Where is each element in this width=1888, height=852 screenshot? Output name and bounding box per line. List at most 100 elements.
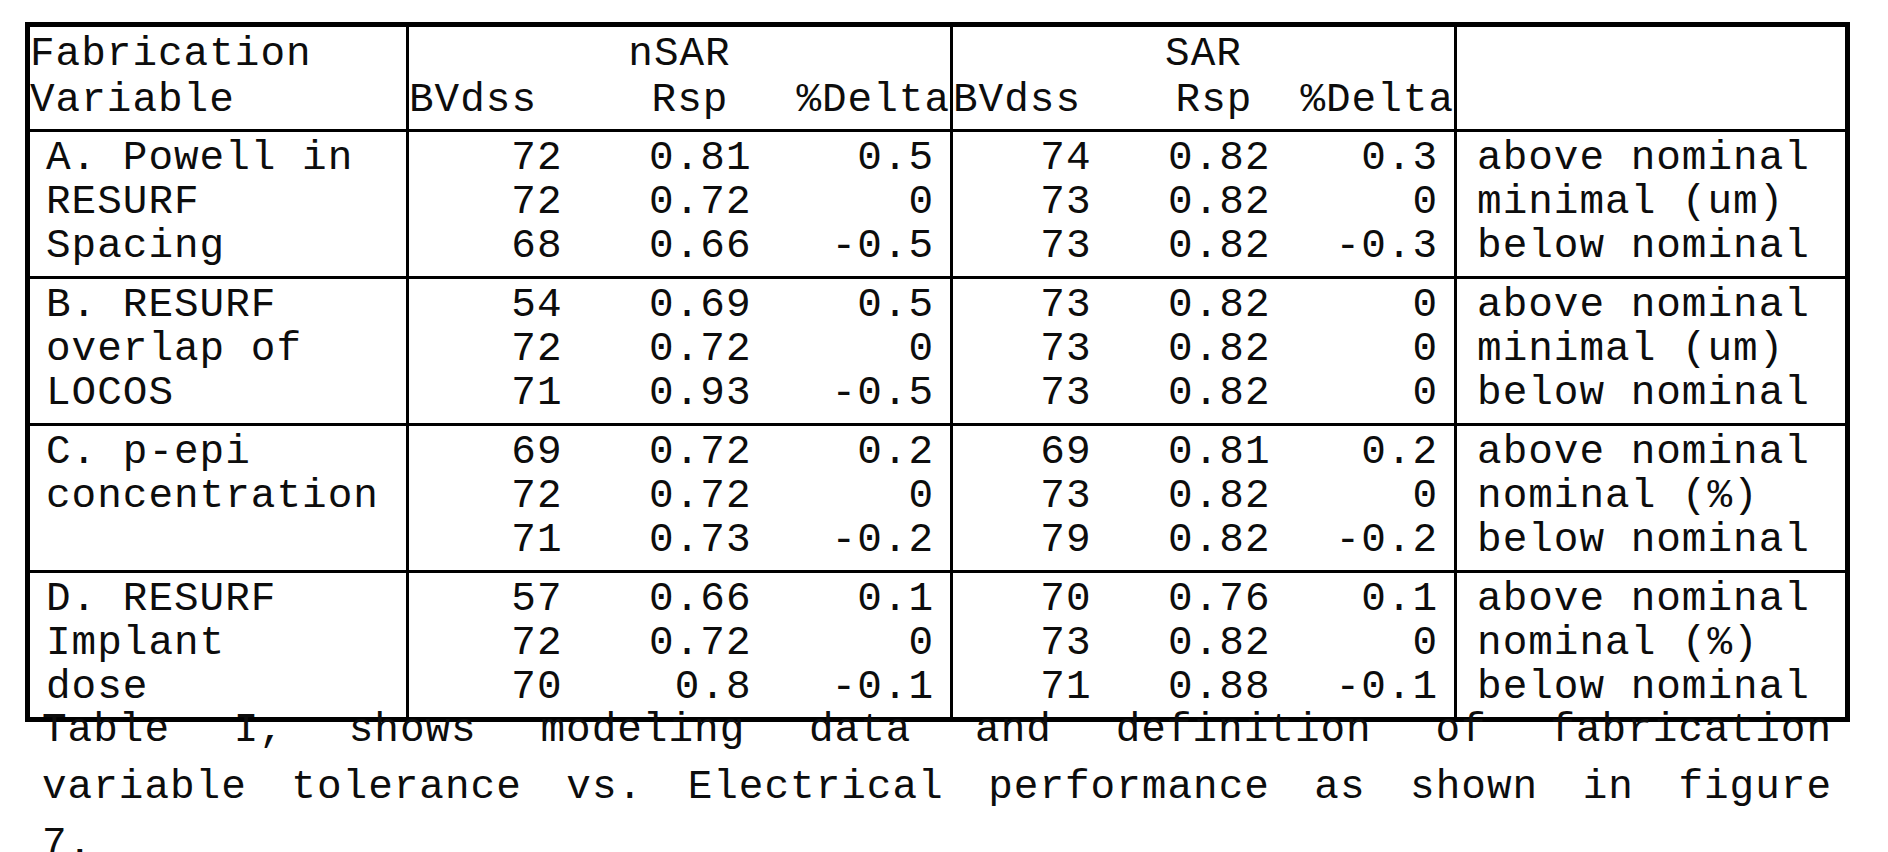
- nsar-delta-cell: 0.5 0 -0.5: [778, 278, 952, 425]
- sar-bvdss-cell: 73 73 73: [952, 278, 1132, 425]
- sar-delta-cell: 0 0 0: [1297, 278, 1456, 425]
- sar-bvdss-value: 79: [953, 518, 1132, 562]
- nsar-rsp-value: 0.72: [603, 474, 778, 518]
- sar-rsp-cell: 0.81 0.82 0.82: [1132, 425, 1297, 572]
- fabrication-variable-cell: A. Powell in RESURF Spacing: [28, 131, 408, 278]
- sar-rsp-value: 0.82: [1132, 136, 1297, 180]
- tolerance-description: above nominal: [1457, 283, 1845, 327]
- variable-line: B. RESURF: [30, 283, 406, 327]
- sar-bvdss-value: 73: [953, 180, 1132, 224]
- tolerance-description: above nominal: [1457, 577, 1845, 621]
- caption-line-2: variable tolerance vs. Electrical perfor…: [42, 759, 1832, 816]
- nsar-bvdss-value: 72: [409, 327, 603, 371]
- sar-delta-value: 0: [1297, 180, 1455, 224]
- sar-delta-value: 0.1: [1297, 577, 1455, 621]
- tolerance-description: below nominal: [1457, 518, 1845, 562]
- sar-delta-value: 0: [1297, 283, 1455, 327]
- sar-delta-value: 0: [1297, 621, 1455, 665]
- header-row-groups: Fabrication nSAR SAR: [28, 25, 1848, 77]
- header-empty-cell: [1456, 76, 1848, 131]
- sar-delta-cell: 0.1 0 -0.1: [1297, 572, 1456, 720]
- tolerance-description: minimal (um): [1457, 327, 1845, 371]
- table-section-a: A. Powell in RESURF Spacing 72 72 68 0.8…: [28, 131, 1848, 278]
- caption-line-3: 7.: [42, 816, 1832, 852]
- header-sar-delta: %Delta: [1297, 76, 1456, 131]
- nsar-rsp-value: 0.93: [603, 371, 778, 415]
- nsar-bvdss-value: 68: [409, 224, 603, 268]
- sar-rsp-value: 0.82: [1132, 621, 1297, 665]
- sar-delta-value: 0.3: [1297, 136, 1455, 180]
- fabrication-variable-cell: D. RESURF Implant dose: [28, 572, 408, 720]
- nsar-delta-cell: 0.1 0 -0.1: [778, 572, 952, 720]
- nsar-delta-value: 0: [778, 621, 951, 665]
- nsar-rsp-cell: 0.81 0.72 0.66: [603, 131, 778, 278]
- variable-line: A. Powell in: [30, 136, 406, 180]
- nsar-rsp-value: 0.72: [603, 621, 778, 665]
- table-section-b: B. RESURF overlap of LOCOS 54 72 71 0.69…: [28, 278, 1848, 425]
- variable-line: D. RESURF: [30, 577, 406, 621]
- nsar-delta-value: 0.5: [778, 283, 951, 327]
- fabrication-variable-cell: B. RESURF overlap of LOCOS: [28, 278, 408, 425]
- header-sar-rsp: Rsp: [1132, 76, 1297, 131]
- sar-rsp-cell: 0.82 0.82 0.82: [1132, 131, 1297, 278]
- tolerance-description: above nominal: [1457, 430, 1845, 474]
- sar-delta-value: 0.2: [1297, 430, 1455, 474]
- fabrication-data-table: Fabrication nSAR SAR Variable BVdss Rsp …: [25, 22, 1850, 722]
- sar-rsp-value: 0.82: [1132, 518, 1297, 562]
- nsar-bvdss-cell: 54 72 71: [408, 278, 603, 425]
- tolerance-description-cell: above nominal minimal (um) below nominal: [1456, 131, 1848, 278]
- sar-delta-value: 0: [1297, 371, 1455, 415]
- sar-rsp-value: 0.82: [1132, 283, 1297, 327]
- nsar-rsp-value: 0.69: [603, 283, 778, 327]
- nsar-delta-value: -0.2: [778, 518, 951, 562]
- header-nsar-delta: %Delta: [778, 76, 952, 131]
- sar-bvdss-value: 70: [953, 577, 1132, 621]
- sar-bvdss-cell: 70 73 71: [952, 572, 1132, 720]
- sar-bvdss-value: 73: [953, 621, 1132, 665]
- sar-delta-value: 0: [1297, 327, 1455, 371]
- tolerance-description-cell: above nominal nominal (%) below nominal: [1456, 425, 1848, 572]
- sar-bvdss-value: 74: [953, 136, 1132, 180]
- nsar-delta-value: 0: [778, 180, 951, 224]
- caption-line-1: Table I, shows modeling data and definit…: [42, 702, 1832, 759]
- tolerance-description-cell: above nominal nominal (%) below nominal: [1456, 572, 1848, 720]
- sar-bvdss-value: 73: [953, 371, 1132, 415]
- sar-bvdss-value: 73: [953, 327, 1132, 371]
- nsar-bvdss-value: 57: [409, 577, 603, 621]
- sar-rsp-value: 0.76: [1132, 577, 1297, 621]
- header-group-sar: SAR: [952, 25, 1456, 77]
- variable-line: C. p-epi: [30, 430, 406, 474]
- tolerance-description: below nominal: [1457, 371, 1845, 415]
- sar-bvdss-cell: 69 73 79: [952, 425, 1132, 572]
- sar-rsp-cell: 0.76 0.82 0.88: [1132, 572, 1297, 720]
- header-row-subcolumns: Variable BVdss Rsp %Delta BVdss Rsp %Del…: [28, 76, 1848, 131]
- variable-line: RESURF: [30, 180, 406, 224]
- nsar-rsp-value: 0.81: [603, 136, 778, 180]
- nsar-bvdss-value: 54: [409, 283, 603, 327]
- variable-line: Implant: [30, 621, 406, 665]
- nsar-bvdss-cell: 57 72 70: [408, 572, 603, 720]
- sar-bvdss-cell: 74 73 73: [952, 131, 1132, 278]
- nsar-rsp-value: 0.72: [603, 430, 778, 474]
- tolerance-description: nominal (%): [1457, 474, 1845, 518]
- nsar-delta-cell: 0.2 0 -0.2: [778, 425, 952, 572]
- nsar-delta-value: -0.5: [778, 224, 951, 268]
- sar-bvdss-value: 69: [953, 430, 1132, 474]
- nsar-bvdss-value: 71: [409, 518, 603, 562]
- sar-rsp-cell: 0.82 0.82 0.82: [1132, 278, 1297, 425]
- variable-line: overlap of: [30, 327, 406, 371]
- sar-bvdss-value: 73: [953, 224, 1132, 268]
- nsar-bvdss-value: 72: [409, 474, 603, 518]
- sar-bvdss-value: 73: [953, 283, 1132, 327]
- sar-delta-value: 0: [1297, 474, 1455, 518]
- nsar-rsp-cell: 0.69 0.72 0.93: [603, 278, 778, 425]
- header-empty-cell: [1456, 25, 1848, 77]
- nsar-delta-value: 0: [778, 327, 951, 371]
- nsar-delta-value: 0: [778, 474, 951, 518]
- nsar-bvdss-value: 72: [409, 136, 603, 180]
- header-nsar-bvdss: BVdss: [408, 76, 603, 131]
- tolerance-description: above nominal: [1457, 136, 1845, 180]
- tolerance-description: nominal (%): [1457, 621, 1845, 665]
- header-fabrication: Fabrication: [28, 25, 408, 77]
- nsar-bvdss-value: 72: [409, 180, 603, 224]
